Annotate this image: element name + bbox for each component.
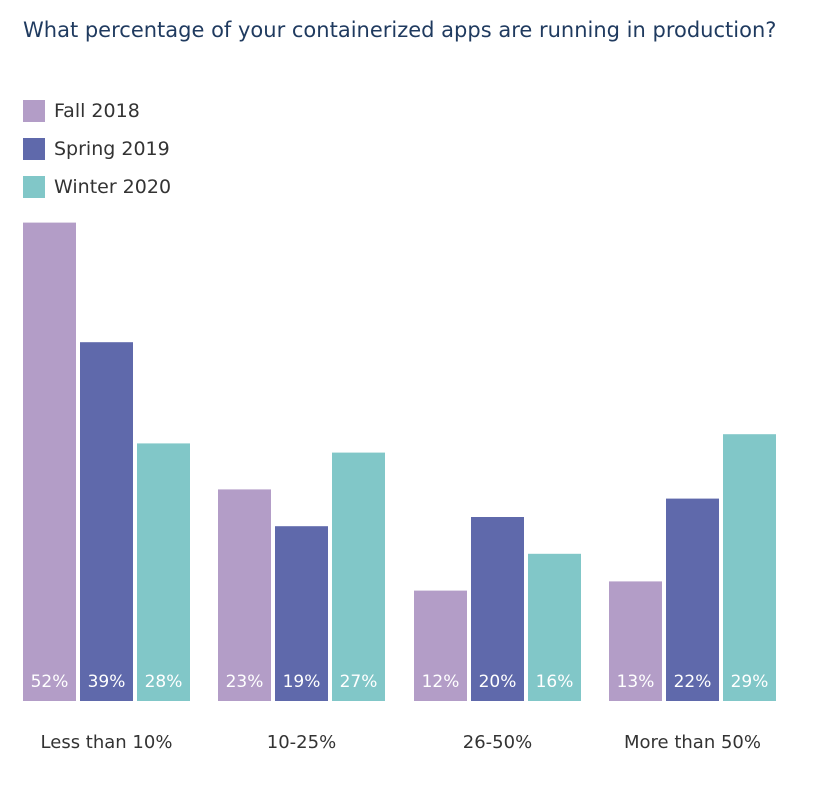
bar-fall-2018-10-25 [218,489,271,701]
legend-swatch-spring-2019 [23,138,45,160]
bar-fall-2018-more-than-50 [609,581,662,701]
legend-item-spring-2019: Spring 2019 [23,130,171,168]
legend: Fall 2018 Spring 2019 Winter 2020 [23,92,171,206]
bar-spring-2019-26-50 [471,517,524,701]
data-label-winter-2020-26-50: 16% [536,672,574,692]
data-label-fall-2018-26-50: 12% [422,672,460,692]
data-label-spring-2019-more-than-50: 22% [674,672,712,692]
bar-winter-2020-less-than-10 [137,443,190,701]
data-label-fall-2018-10-25: 23% [226,672,264,692]
bar-spring-2019-more-than-50 [666,498,719,701]
legend-label-fall-2018: Fall 2018 [54,100,140,122]
data-label-winter-2020-less-than-10: 28% [145,672,183,692]
chart-title: What percentage of your containerized ap… [23,18,777,42]
legend-swatch-fall-2018 [23,100,45,122]
bar-winter-2020-10-25 [332,452,385,701]
bar-winter-2020-more-than-50 [723,434,776,701]
category-label-10-25: 10-25% [267,732,336,753]
data-label-fall-2018-more-than-50: 13% [617,672,655,692]
data-label-winter-2020-10-25: 27% [340,672,378,692]
data-label-spring-2019-10-25: 19% [283,672,321,692]
bar-winter-2020-26-50 [528,553,581,701]
data-label-spring-2019-less-than-10: 39% [88,672,126,692]
bar-fall-2018-26-50 [414,590,467,701]
legend-label-spring-2019: Spring 2019 [54,138,170,160]
bar-spring-2019-less-than-10 [80,342,133,701]
data-label-fall-2018-less-than-10: 52% [31,672,69,692]
legend-item-fall-2018: Fall 2018 [23,92,171,130]
legend-label-winter-2020: Winter 2020 [54,176,172,198]
data-label-winter-2020-more-than-50: 29% [731,672,769,692]
category-label-26-50: 26-50% [463,732,532,753]
data-label-spring-2019-26-50: 20% [479,672,517,692]
legend-item-winter-2020: Winter 2020 [23,168,171,206]
category-label-more-than-50: More than 50% [624,732,761,753]
legend-swatch-winter-2020 [23,176,45,198]
bar-fall-2018-less-than-10 [23,222,76,701]
bar-spring-2019-10-25 [275,526,328,701]
category-label-less-than-10: Less than 10% [41,732,173,753]
